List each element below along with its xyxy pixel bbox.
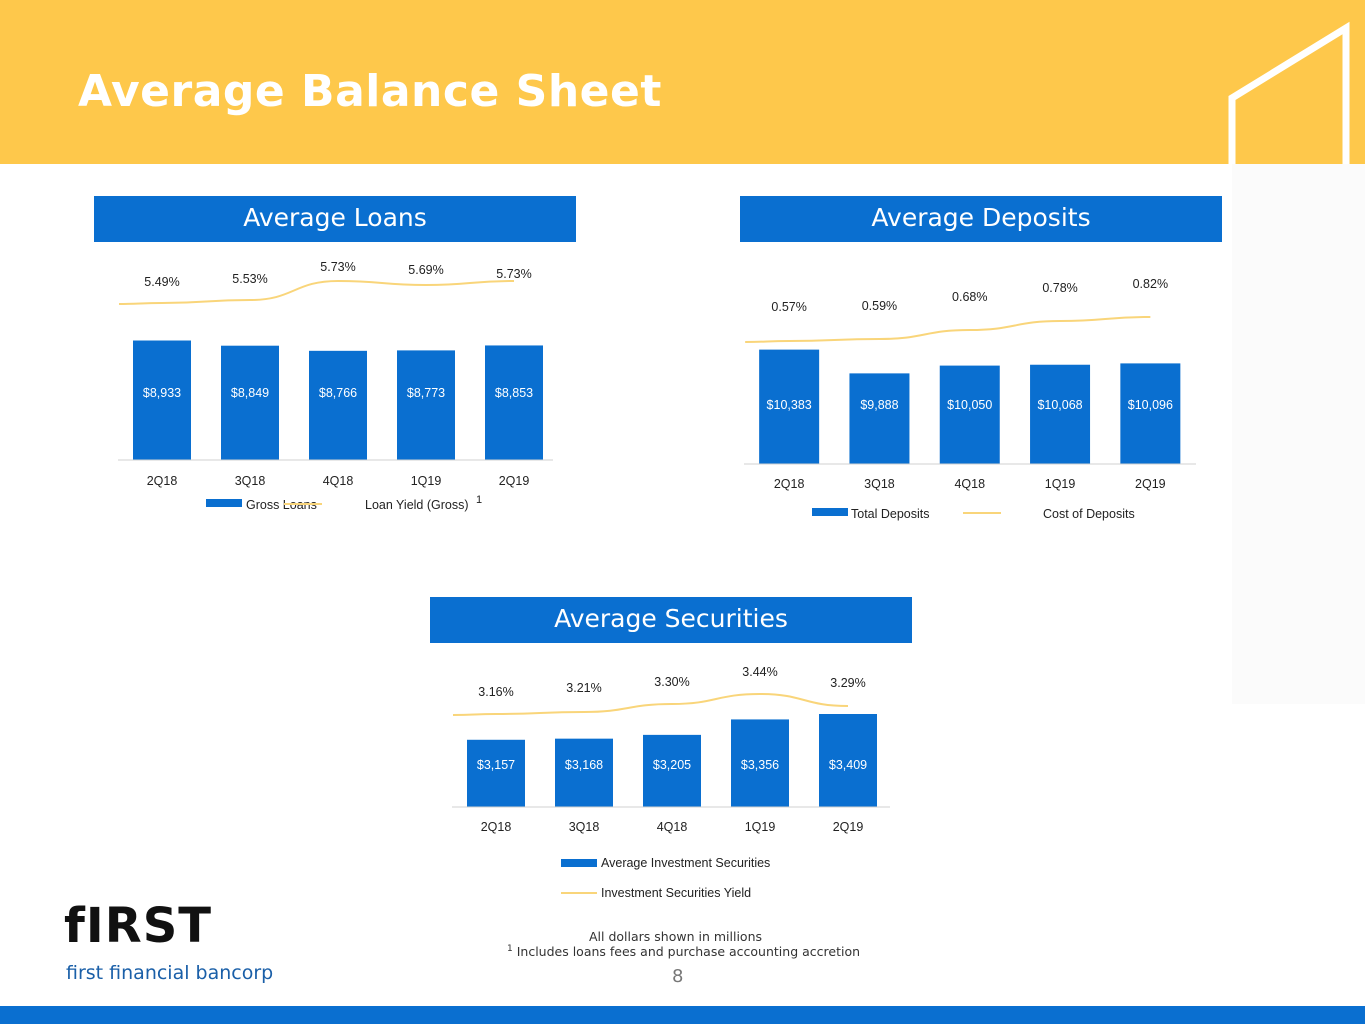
x-tick-label: 1Q19 (411, 474, 442, 488)
legend-bar-swatch (812, 508, 848, 516)
bar (1030, 364, 1091, 464)
yield-value-label: 5.69% (408, 263, 443, 277)
bar-value-label: $3,356 (741, 758, 779, 772)
bar (397, 350, 455, 460)
x-tick-label: 2Q18 (481, 820, 512, 834)
x-tick-label: 1Q19 (745, 820, 776, 834)
logo-wordmark: fIRST (64, 898, 213, 954)
deposits-panel-title: Average Deposits (740, 196, 1222, 242)
legend-line-label: Investment Securities Yield (601, 886, 751, 900)
yield-value-label: 0.78% (1042, 281, 1077, 295)
bar (309, 350, 367, 460)
side-panel (1232, 164, 1365, 704)
yield-value-label: 3.29% (830, 676, 865, 690)
dollars-footnote: All dollars shown in millions (589, 929, 763, 944)
bar (819, 714, 877, 807)
bar (467, 739, 525, 807)
bar-value-label: $8,766 (319, 386, 357, 400)
yield-line (118, 279, 515, 305)
page-number: 8 (672, 966, 684, 987)
bottom-bar (0, 1006, 1365, 1024)
x-tick-label: 3Q18 (235, 474, 266, 488)
bar-value-label: $3,409 (829, 758, 867, 772)
bar-value-label: $3,205 (653, 758, 691, 772)
bar (849, 373, 910, 464)
bar (555, 738, 613, 807)
bar (759, 349, 820, 464)
bar (643, 734, 701, 807)
page-title: Average Balance Sheet (78, 66, 662, 117)
yield-value-label: 3.16% (478, 685, 513, 699)
bar-value-label: $8,853 (495, 386, 533, 400)
yield-line (745, 316, 1151, 343)
x-tick-label: 4Q18 (657, 820, 688, 834)
header-band (0, 0, 1365, 164)
bar (485, 345, 543, 460)
bar-value-label: $10,096 (1128, 398, 1173, 412)
yield-footnote: 1 Includes loans fees and purchase accou… (507, 944, 860, 959)
yield-value-label: 3.21% (566, 681, 601, 695)
yield-value-label: 5.49% (144, 275, 179, 289)
logo-subtitle: first financial bancorp (66, 962, 274, 984)
footnote-marker: 1 (507, 944, 513, 954)
bar-value-label: $10,068 (1037, 398, 1082, 412)
legend-bar-label: Gross Loans (246, 498, 317, 512)
bar-value-label: $10,383 (767, 398, 812, 412)
bar (221, 345, 279, 460)
legend-line-label: Cost of Deposits (1043, 507, 1135, 521)
yield-value-label: 3.44% (742, 665, 777, 679)
bar (133, 340, 191, 460)
x-tick-label: 2Q19 (1135, 477, 1166, 491)
legend-bar-label: Average Investment Securities (601, 856, 770, 870)
x-tick-label: 1Q19 (1045, 477, 1076, 491)
loans-panel-title: Average Loans (94, 196, 576, 242)
bar (939, 365, 1000, 464)
yield-value-label: 3.30% (654, 675, 689, 689)
bar-value-label: $8,933 (143, 386, 181, 400)
bar-value-label: $9,888 (860, 398, 898, 412)
footnote-text: Includes loans fees and purchase account… (516, 944, 861, 960)
yield-value-label: 5.53% (232, 272, 267, 286)
bar-value-label: $10,050 (947, 398, 992, 412)
bar-value-label: $3,168 (565, 758, 603, 772)
bar (1120, 363, 1181, 464)
yield-value-label: 0.68% (952, 290, 987, 304)
legend-superscript: 1 (476, 494, 482, 506)
x-tick-label: 2Q18 (774, 477, 805, 491)
legend-bar-label: Total Deposits (851, 507, 930, 521)
yield-value-label: 5.73% (496, 267, 531, 281)
building-outline-icon (1228, 21, 1350, 166)
legend-line-label: Loan Yield (Gross) (365, 498, 469, 512)
bar (731, 719, 789, 807)
x-tick-label: 4Q18 (954, 477, 985, 491)
x-tick-label: 4Q18 (323, 474, 354, 488)
yield-line (452, 692, 849, 716)
bar-value-label: $8,849 (231, 386, 269, 400)
x-tick-label: 3Q18 (864, 477, 895, 491)
yield-value-label: 5.73% (320, 260, 355, 274)
bar-value-label: $8,773 (407, 386, 445, 400)
x-tick-label: 3Q18 (569, 820, 600, 834)
x-tick-label: 2Q18 (147, 474, 178, 488)
legend-bar-swatch (561, 859, 597, 867)
yield-value-label: 0.82% (1133, 277, 1168, 291)
yield-value-label: 0.59% (862, 299, 897, 313)
x-tick-label: 2Q19 (833, 820, 864, 834)
legend-bar-swatch (206, 499, 242, 507)
yield-value-label: 0.57% (771, 300, 806, 314)
x-tick-label: 2Q19 (499, 474, 530, 488)
securities-panel-title: Average Securities (430, 597, 912, 643)
bar-value-label: $3,157 (477, 758, 515, 772)
